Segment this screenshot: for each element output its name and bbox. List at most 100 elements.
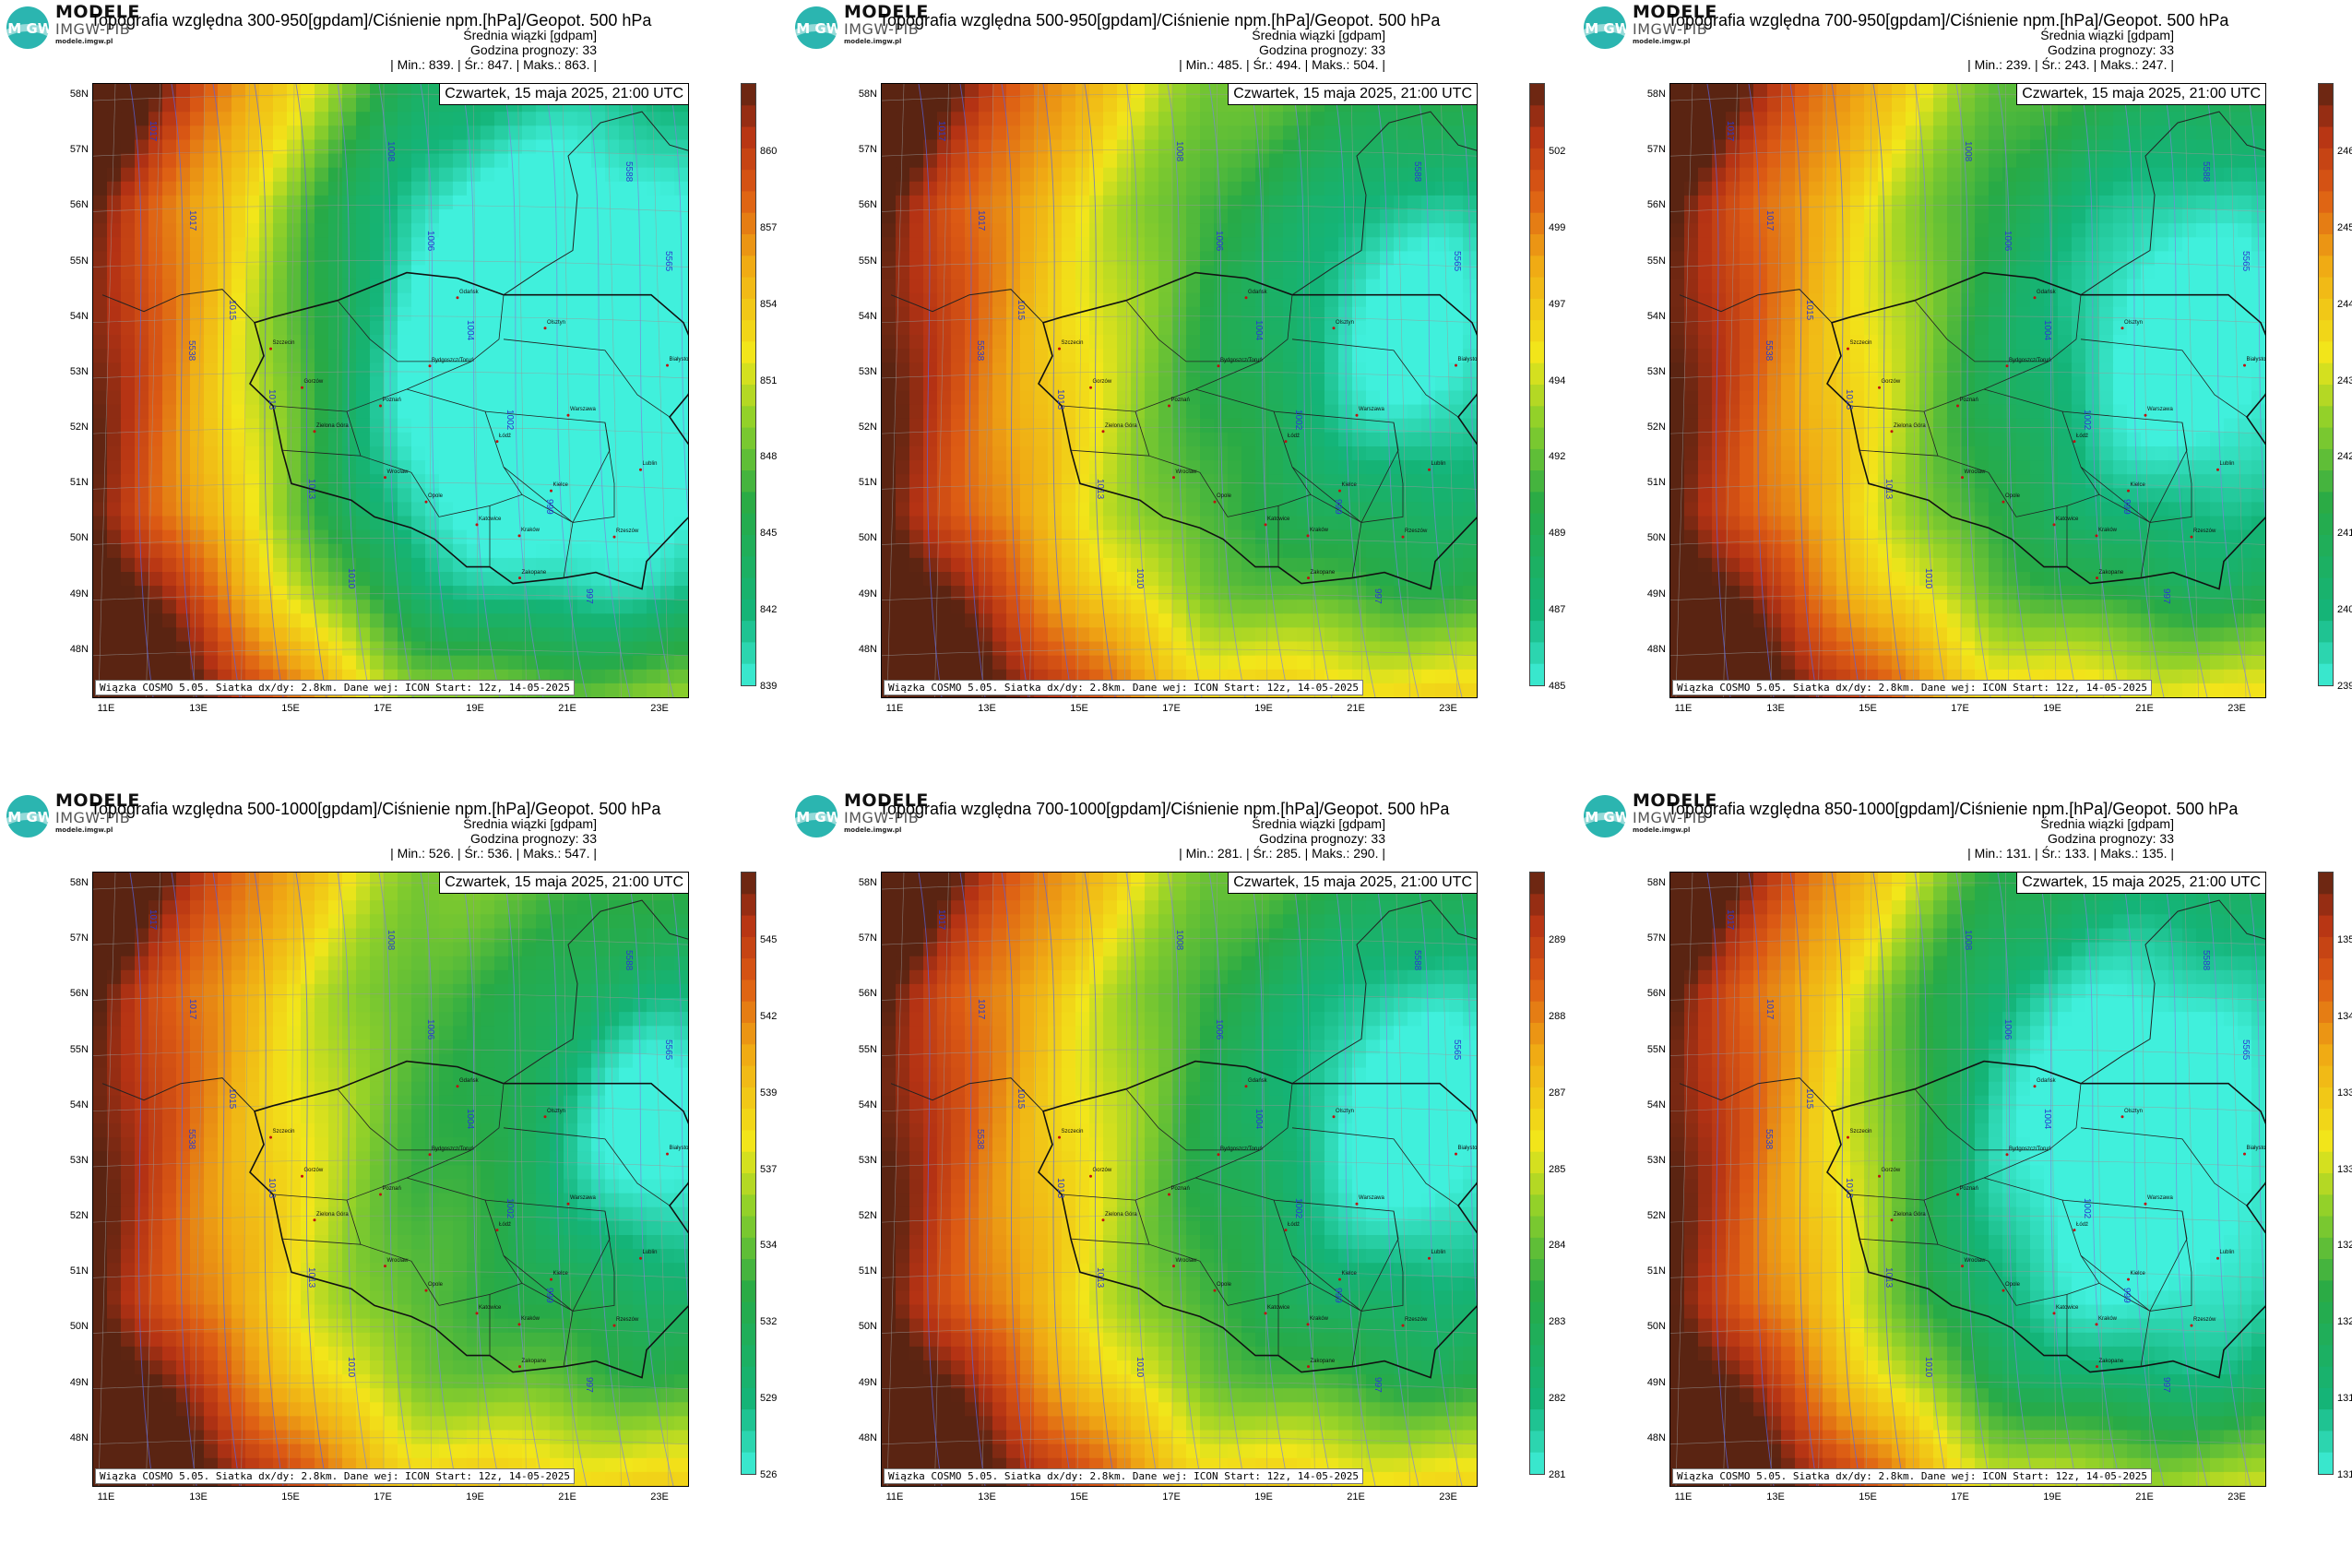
graticule-lon [1029,84,1039,697]
field-cell [633,600,647,614]
field-cell [882,223,897,238]
field-cell [1836,237,1851,252]
field-cell [1449,167,1464,183]
field-cell [1463,641,1477,657]
field-cell [287,209,302,224]
voivodeship-border [1291,422,1404,523]
field-cell [909,627,924,643]
field-cell [1117,320,1132,336]
field-cell [301,460,315,475]
field-cell [1062,586,1076,600]
field-cell [121,488,136,503]
field-cell [1117,460,1132,475]
field-cell [1781,112,1796,126]
field-cell [1255,460,1270,475]
field-cell [2210,181,2225,196]
field-cell [1158,209,1173,224]
field-cell [1186,349,1201,363]
city-label: Zakopane [1310,569,1336,576]
field-cell [1712,98,1727,113]
field-cell [1878,209,1893,224]
field-cell [1380,209,1395,224]
field-cell [2058,320,2073,336]
field-cell [107,349,122,363]
field-cell [259,362,274,377]
field-cell [1006,98,1021,113]
field-cell [1836,251,1851,267]
field-cell [1186,586,1201,600]
field-cell [577,195,592,210]
field-cell [1352,251,1367,267]
field-cell [605,502,620,517]
field-cell [1463,460,1477,475]
field-cell [411,125,426,140]
field-cell [1241,279,1256,294]
field-cell [937,627,952,643]
field-cell [1283,600,1298,614]
field-cell [315,139,329,155]
field-cell [121,167,136,183]
field-cell [1421,543,1436,559]
field-cell [1449,376,1464,392]
field-cell [370,139,385,155]
field-cell [1006,153,1021,169]
field-cell [93,139,108,155]
field-cell [1241,641,1256,657]
field-cell [1670,320,1685,336]
field-cell [1131,265,1146,280]
field-cell [1034,181,1049,196]
field-cell [121,655,136,671]
field-cell [494,335,509,350]
city-marker [424,500,428,504]
field-cell [1255,112,1270,126]
field-cell [1200,306,1215,322]
latitude-label: 50N [858,532,877,544]
field-cell [951,349,966,363]
brand-url[interactable]: modele.imgw.pl [55,38,113,45]
field-cell [1062,320,1076,336]
field-cell [1117,125,1132,140]
field-cell [965,167,980,183]
field-cell [992,404,1007,420]
brand-url[interactable]: modele.imgw.pl [844,38,902,45]
field-cell [2168,112,2183,126]
longitude-label: 23E [1439,703,1457,714]
field-cell [1408,112,1422,126]
field-cell [1186,98,1201,113]
field-cell [965,279,980,294]
field-cell [494,209,509,224]
field-cell [923,237,938,252]
field-cell [1878,279,1893,294]
graticule-lon [1076,84,1084,697]
field-cell [2072,139,2086,155]
field-cell [1740,112,1754,126]
field-cell [1034,460,1049,475]
field-cell [1380,181,1395,196]
field-cell [605,390,620,406]
field-cell [896,529,910,545]
field-cell [439,223,454,238]
field-cell [591,209,606,224]
field-cell [1117,195,1132,210]
field-cell [1048,265,1063,280]
field-cell [1283,404,1298,420]
field-cell [1297,432,1312,447]
field-cell [674,306,688,322]
isobar-line [1333,84,1376,697]
field-cell [937,167,952,183]
field-cell [896,153,910,169]
field-cell [342,529,357,545]
field-cell [398,153,412,169]
field-cell [1408,209,1422,224]
city-marker [1332,327,1336,330]
field-cell [398,292,412,308]
field-cell [937,460,952,475]
field-cell [1297,404,1312,420]
field-cell [1048,195,1063,210]
field-cell [619,543,634,559]
field-cell [494,139,509,155]
field-cell [1020,362,1035,377]
brand-url[interactable]: modele.imgw.pl [1633,38,1691,45]
field-cell [550,460,564,475]
field-cell [1158,446,1173,461]
